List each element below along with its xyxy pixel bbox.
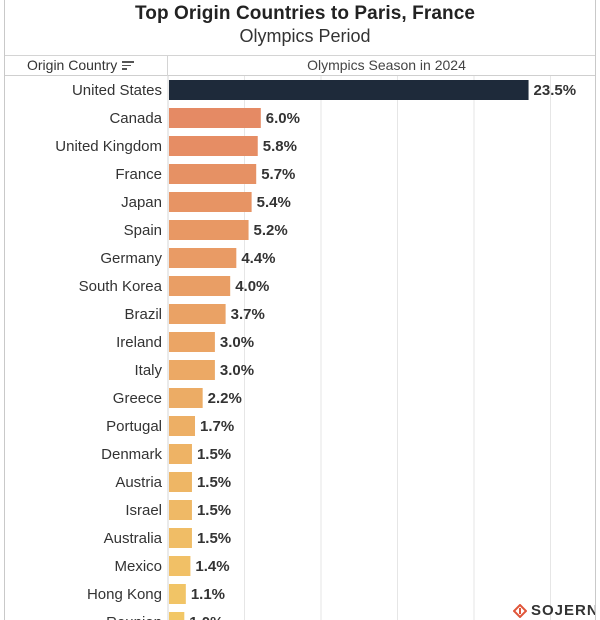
bar[interactable] [169,332,215,352]
value-label: 3.7% [231,306,265,323]
bar[interactable] [169,164,257,184]
bar[interactable] [169,556,191,576]
value-label: 1.0% [189,614,223,620]
bar[interactable] [169,472,192,492]
olympics-season-header: Olympics Season in 2024 [307,57,466,73]
bar[interactable] [169,584,186,604]
category-label: Ireland [116,334,162,351]
category-label: United States [72,82,162,99]
bar[interactable] [169,248,237,268]
category-label: Austria [115,474,162,491]
value-label: 5.2% [254,222,288,239]
value-label: 1.5% [197,530,231,547]
chart-title: Top Origin Countries to Paris, France [134,3,476,24]
value-label: 4.4% [241,250,275,267]
bar[interactable] [169,528,192,548]
category-label: Greece [113,390,162,407]
bar[interactable] [169,108,261,128]
category-label: Hong Kong [87,586,162,603]
bar[interactable] [169,136,258,156]
value-label: 1.5% [197,446,231,463]
value-label: 3.0% [220,334,254,351]
value-label: 1.5% [197,474,231,491]
category-label: Denmark [101,446,162,463]
value-label: 2.2% [208,390,242,407]
chart-frame: Top Origin Countries to Paris, France Ol… [4,0,596,620]
category-label: Israel [125,502,162,519]
value-label: 23.5% [534,82,577,99]
value-label: 6.0% [266,110,300,127]
bar-chart: United States 23.5% Canada 6.0% United Kingd… [55,76,577,620]
category-label: Japan [121,194,162,211]
sojern-logo-icon [513,603,527,618]
bar[interactable] [169,500,192,520]
origin-country-header[interactable]: Origin Country [27,57,135,73]
sort-icon[interactable] [122,60,135,70]
value-label: 4.0% [235,278,269,295]
bar[interactable] [169,220,249,240]
value-label: 3.0% [220,362,254,379]
column-header-row: Origin Country Olympics Season in 2024 [5,55,595,76]
bar[interactable] [169,444,192,464]
category-label: Brazil [124,306,162,323]
value-label: 5.8% [263,138,297,155]
category-label: Australia [104,530,163,547]
sojern-logo: SOJERN [513,602,596,619]
category-label: Italy [134,362,162,379]
category-label: Spain [124,222,162,239]
value-label: 1.4% [195,558,229,575]
chart-subtitle: Olympics Period [239,26,371,46]
value-label: 1.7% [200,418,234,435]
bar[interactable] [169,192,252,212]
bar[interactable] [169,612,185,620]
bar[interactable] [169,80,529,100]
category-label: Reunion [106,614,162,620]
bar[interactable] [169,276,231,296]
category-label: Mexico [114,558,162,575]
origin-country-header-label: Origin Country [27,57,118,73]
category-label: Canada [109,110,162,127]
bar[interactable] [169,388,203,408]
value-label: 1.5% [197,502,231,519]
category-label: Portugal [106,418,162,435]
value-label: 5.4% [257,194,291,211]
header-divider [167,56,168,76]
category-label: Germany [100,250,162,267]
value-label: 5.7% [261,166,295,183]
logo-text: SOJERN [531,602,596,619]
bar[interactable] [169,360,215,380]
bar[interactable] [169,304,226,324]
category-label: South Korea [79,278,163,295]
category-label: France [115,166,162,183]
bar[interactable] [169,416,196,436]
value-label: 1.1% [191,586,225,603]
category-label: United Kingdom [55,138,162,155]
